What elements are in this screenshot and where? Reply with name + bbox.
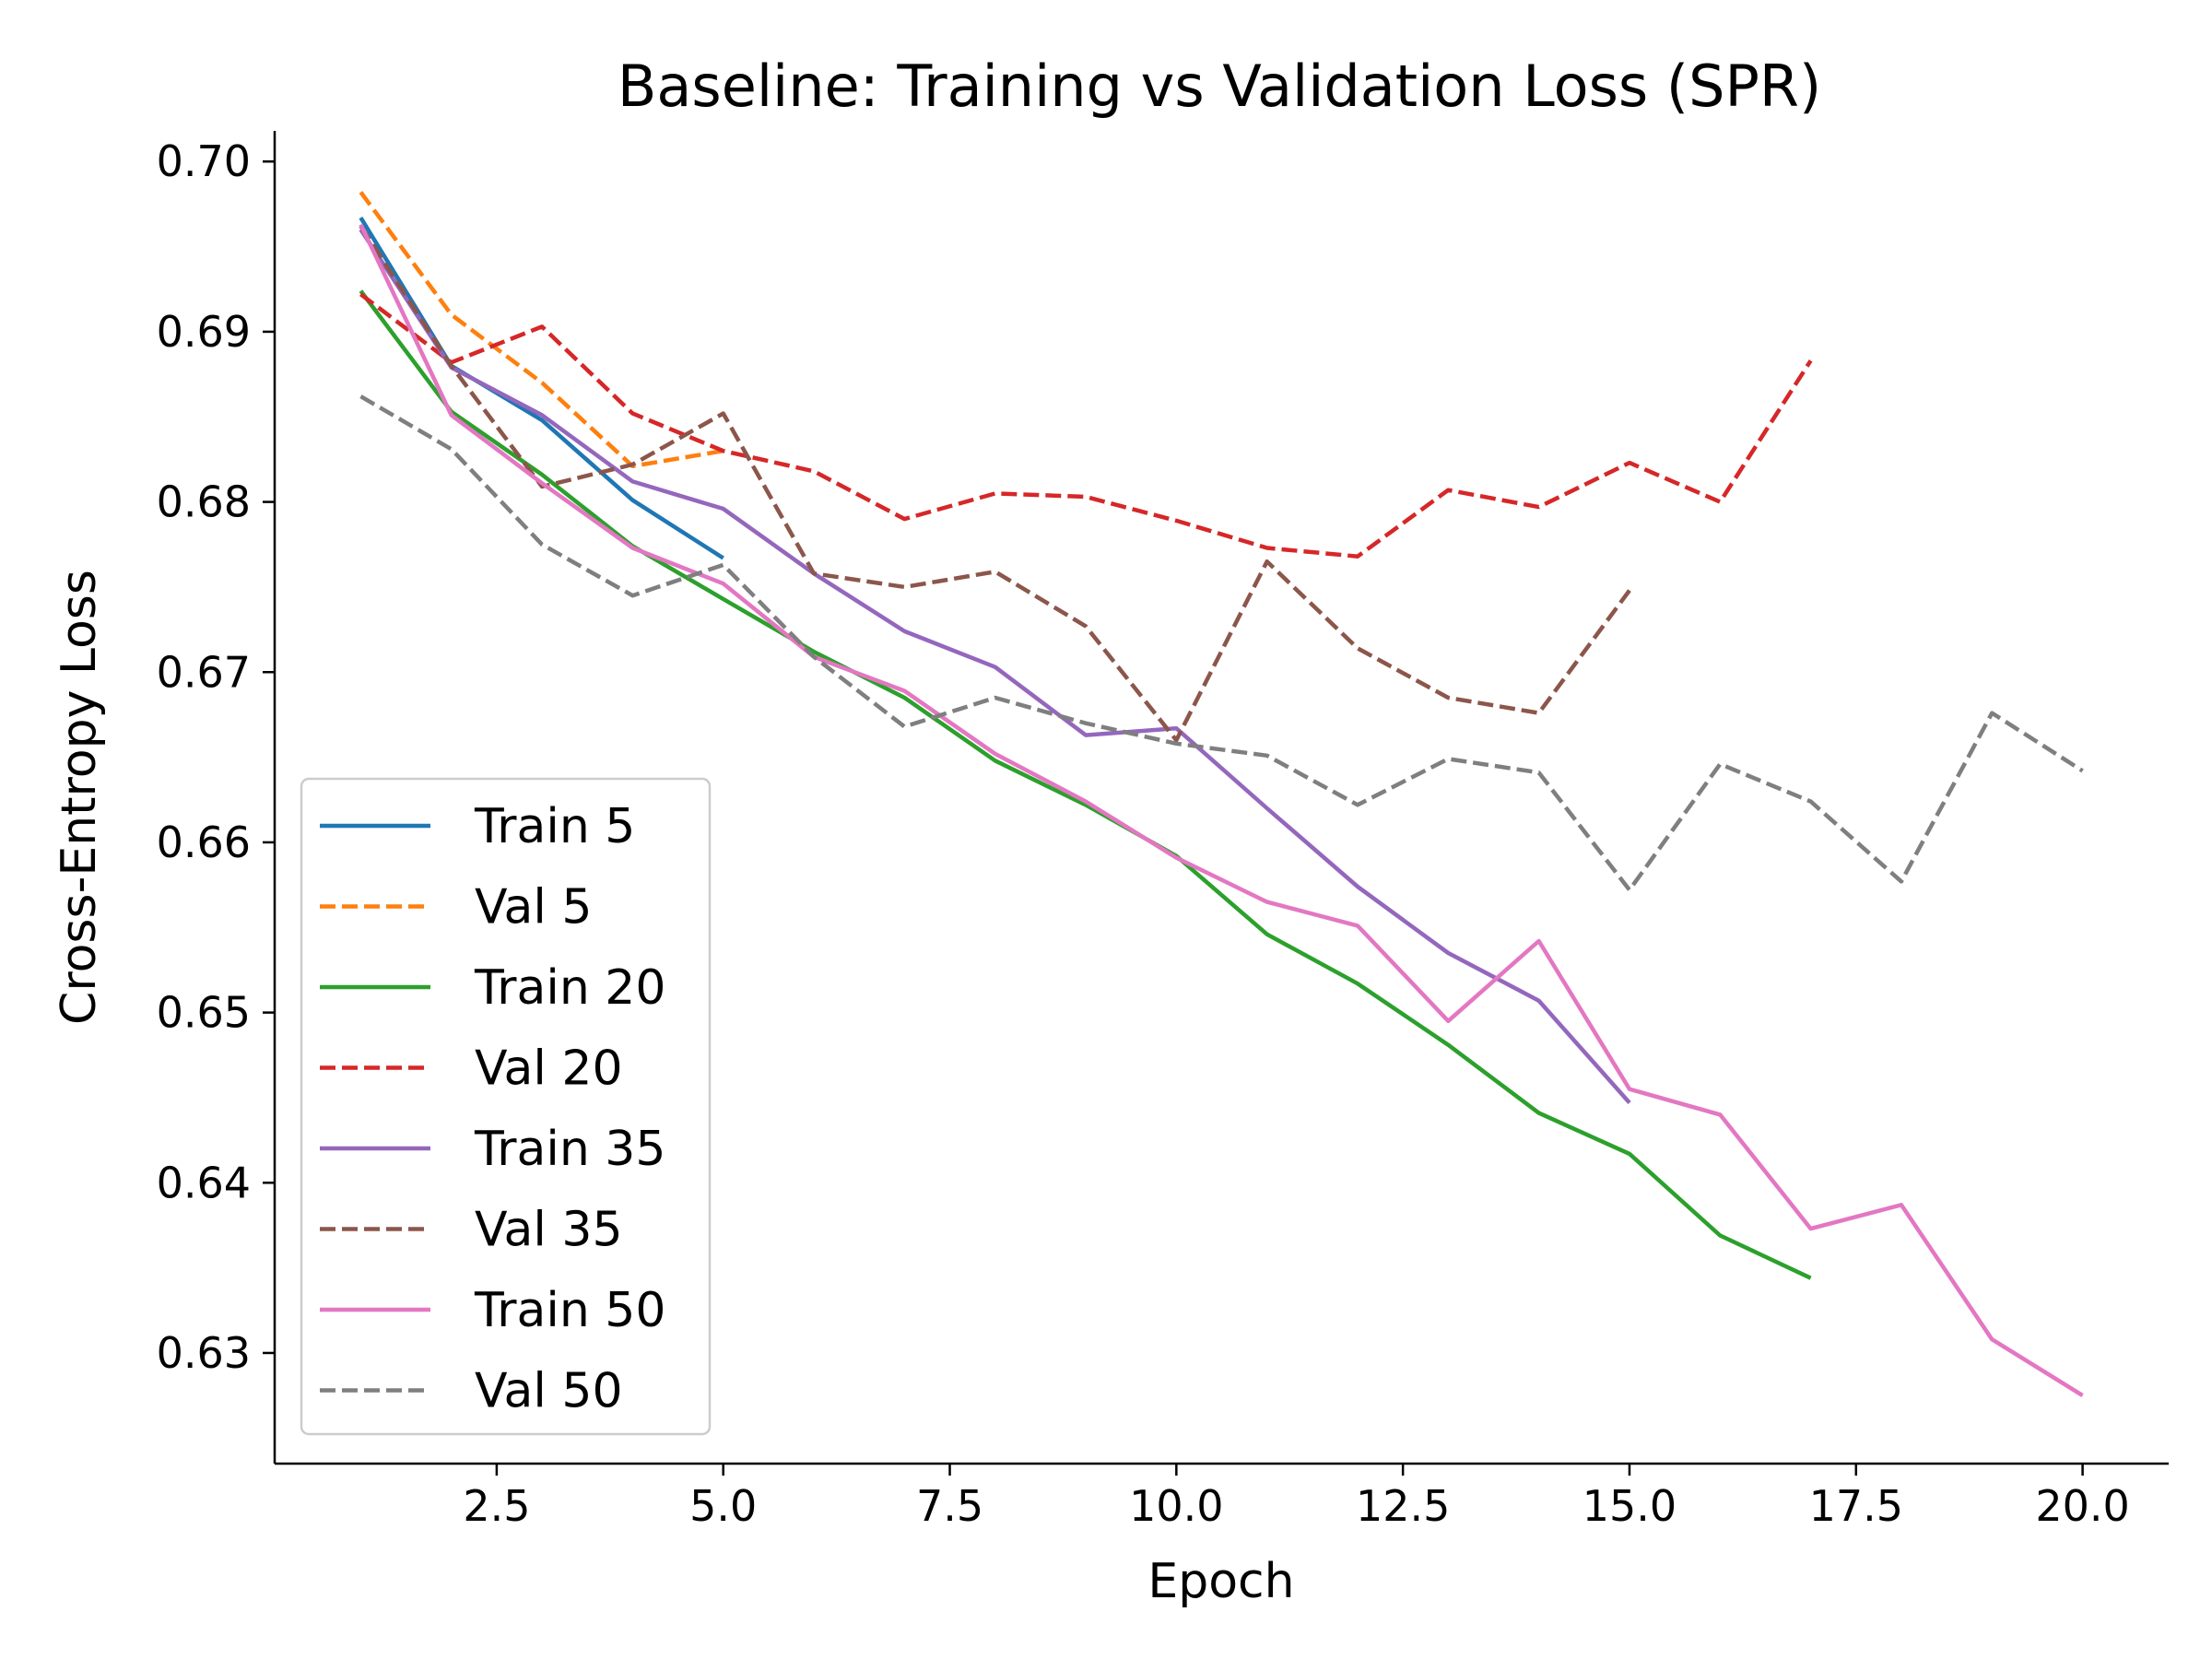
legend-label-val-20: Val 20 <box>475 1041 623 1097</box>
series-line-val-50 <box>359 394 2084 892</box>
legend-box <box>300 777 712 1436</box>
legend-label-train-35: Train 35 <box>474 1122 665 1177</box>
series-layer <box>359 191 2084 1398</box>
legend-label-train-5: Train 5 <box>474 799 635 854</box>
x-tick-label: 2.5 <box>463 1481 530 1531</box>
series-line-train-50 <box>359 223 2084 1398</box>
chart-title: Baseline: Training vs Validation Loss (S… <box>618 53 1821 120</box>
legend-label-train-50: Train 50 <box>474 1283 665 1338</box>
series-line-val-20 <box>359 292 1813 559</box>
legend-label-val-50: Val 50 <box>475 1364 623 1419</box>
x-tick-label: 15.0 <box>1583 1481 1677 1531</box>
x-tick-label: 20.0 <box>2035 1481 2129 1531</box>
legend-label-train-20: Train 20 <box>474 960 665 1016</box>
y-tick-label: 0.70 <box>157 136 251 186</box>
x-tick-label: 5.0 <box>689 1481 757 1531</box>
series-line-val-5 <box>359 191 724 469</box>
x-axis-ticks: 2.5 5.0 7.5 10.0 12.5 15.0 17.5 20.0 <box>463 1464 2130 1531</box>
y-tick-label: 0.66 <box>157 818 251 867</box>
y-tick-label: 0.67 <box>157 647 251 697</box>
y-axis-label: Cross-Entropy Loss <box>52 570 107 1025</box>
x-axis-label: Epoch <box>1147 1554 1294 1609</box>
legend-label-val-5: Val 5 <box>475 880 592 935</box>
x-tick-label: 12.5 <box>1356 1481 1450 1531</box>
legend-label-val-35: Val 35 <box>475 1203 623 1258</box>
y-tick-label: 0.63 <box>157 1328 251 1378</box>
y-axis-ticks: 0.63 0.64 0.65 0.66 0.67 0.68 0.69 0.70 <box>157 136 275 1378</box>
series-line-train-35 <box>359 228 1631 1104</box>
y-tick-label: 0.65 <box>157 988 251 1038</box>
series-line-train-20 <box>359 289 1812 1280</box>
y-tick-label: 0.68 <box>157 477 251 527</box>
y-tick-label: 0.69 <box>157 307 251 357</box>
series-line-val-35 <box>359 225 1631 743</box>
x-tick-label: 10.0 <box>1129 1481 1223 1531</box>
series-line-train-5 <box>359 217 724 560</box>
y-tick-label: 0.64 <box>157 1158 251 1207</box>
x-tick-label: 17.5 <box>1809 1481 1903 1531</box>
x-tick-label: 7.5 <box>916 1481 983 1531</box>
legend: Train 5 Val 5 Train 20 Val 20 Train 35 Val 35… <box>300 777 712 1436</box>
